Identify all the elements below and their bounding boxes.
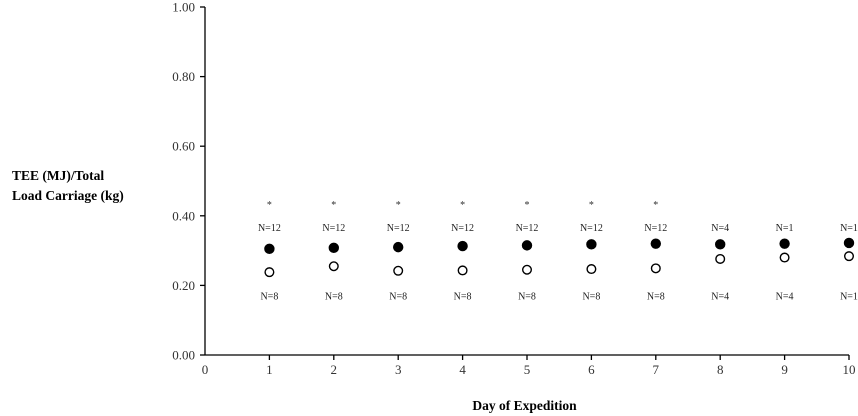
data-point-open	[522, 264, 533, 275]
n-label-open: N=8	[582, 291, 600, 302]
n-label-open: N=8	[389, 291, 407, 302]
data-point-filled	[521, 240, 533, 251]
data-point-filled	[779, 238, 790, 249]
x-tick-label: 4	[459, 362, 466, 377]
x-tick-label: 7	[653, 362, 660, 377]
x-tick-label: 10	[843, 362, 856, 377]
n-label-filled: N=1	[776, 223, 794, 234]
data-point-open	[264, 267, 275, 278]
n-label-filled: N=1	[840, 223, 858, 234]
data-point-filled	[586, 239, 597, 250]
n-label-filled: N=12	[258, 223, 281, 234]
y-axis-label: TEE (MJ)/Total Load Carriage (kg)	[12, 166, 162, 206]
n-label-filled: N=12	[322, 223, 345, 234]
data-point-filled	[843, 237, 855, 249]
x-tick-label: 0	[202, 362, 209, 377]
n-label-filled: N=12	[387, 223, 410, 234]
significance-marker: *	[653, 200, 658, 211]
chart-marks: * N=12 N=8 * N=12 N=8 * N=12 N=8 * N=12 N=8 * N=12 N=8…	[258, 200, 858, 303]
data-point-filled	[264, 243, 275, 255]
n-label-open: N=4	[711, 291, 729, 302]
n-label-open: N=1	[840, 291, 858, 302]
n-label-open: N=8	[325, 291, 343, 302]
significance-marker: *	[589, 200, 594, 211]
x-tick-label: 3	[395, 362, 402, 377]
n-label-open: N=8	[260, 291, 278, 302]
axes: 0.00 0.20 0.40 0.60 0.80 1.00 0 1 2 3 4 5 6 7 8 9 10	[172, 0, 855, 377]
x-axis-label: Day of Expedition	[472, 398, 577, 413]
significance-marker: *	[396, 200, 401, 211]
data-point-open	[457, 265, 468, 276]
data-point-open	[650, 263, 661, 274]
n-label-filled: N=12	[580, 223, 603, 234]
y-tick-label: 1.00	[172, 0, 195, 15]
y-axis-label-line2: Load Carriage (kg)	[12, 188, 124, 203]
data-point-open	[779, 252, 790, 263]
n-label-filled: N=12	[644, 223, 667, 234]
n-label-filled: N=12	[451, 223, 474, 234]
y-tick-label: 0.40	[172, 208, 195, 223]
data-point-open	[393, 265, 404, 276]
x-tick-label: 6	[588, 362, 595, 377]
y-tick-label: 0.00	[172, 348, 195, 363]
y-tick-label: 0.20	[172, 278, 195, 293]
x-tick-label: 2	[331, 362, 338, 377]
data-point-open	[328, 261, 339, 272]
y-tick-label: 0.60	[172, 139, 195, 154]
x-tick-label: 9	[781, 362, 788, 377]
n-label-open: N=8	[647, 291, 665, 302]
data-point-filled	[457, 240, 468, 252]
significance-marker: *	[460, 200, 465, 211]
x-tick-label: 8	[717, 362, 724, 377]
data-point-open	[715, 253, 726, 264]
n-label-filled: N=4	[711, 223, 729, 234]
data-point-open	[586, 264, 597, 275]
n-label-open: N=8	[454, 291, 472, 302]
n-label-filled: N=12	[516, 223, 539, 234]
n-label-open: N=4	[776, 291, 794, 302]
significance-marker: *	[525, 200, 530, 211]
data-point-filled	[328, 242, 339, 254]
x-tick-label: 5	[524, 362, 531, 377]
y-axis-label-line1: TEE (MJ)/Total	[12, 168, 105, 183]
significance-marker: *	[331, 200, 336, 211]
data-point-filled	[650, 238, 661, 249]
data-point-filled	[393, 241, 404, 253]
data-point-open	[844, 251, 855, 262]
significance-marker: *	[267, 200, 272, 211]
data-point-filled	[715, 239, 726, 250]
n-label-open: N=8	[518, 291, 536, 302]
y-tick-label: 0.80	[172, 69, 195, 84]
x-tick-label: 1	[266, 362, 273, 377]
